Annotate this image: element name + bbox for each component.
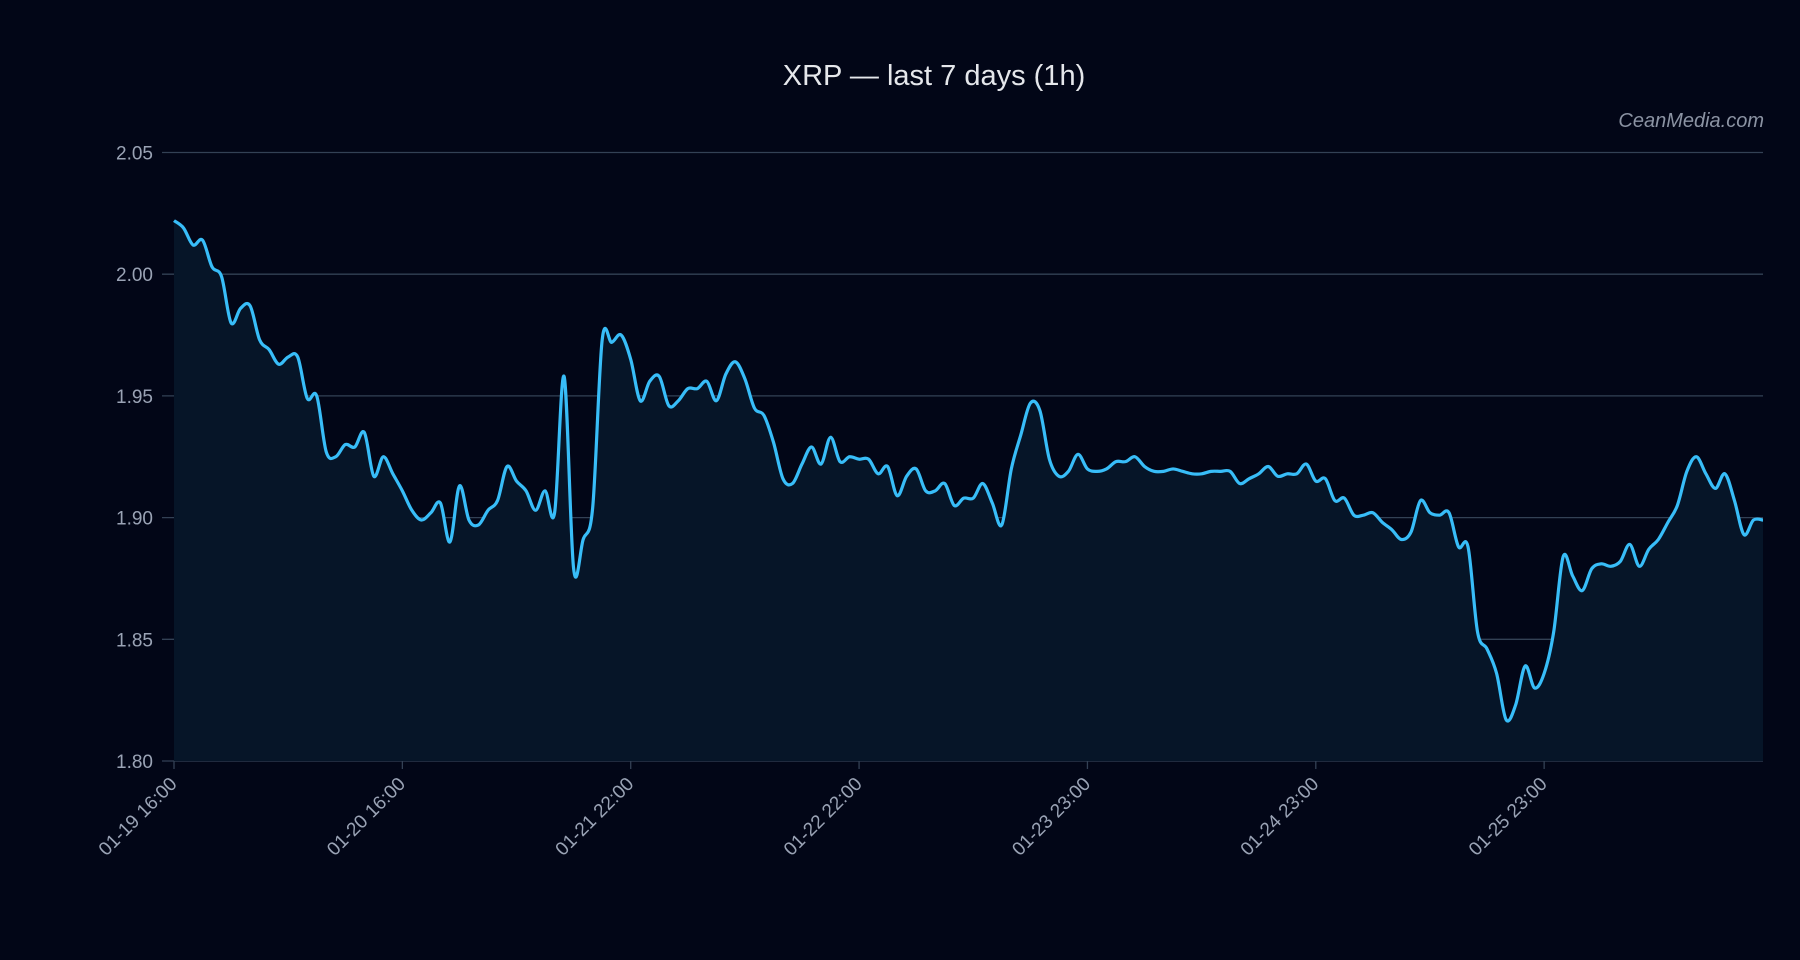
y-tick-label: 1.85: [116, 630, 153, 651]
watermark: CeanMedia.com: [1618, 110, 1764, 132]
y-tick-label: 1.95: [116, 387, 153, 408]
y-tick-label: 1.90: [116, 509, 153, 530]
area-fill: [174, 220, 1763, 762]
price-line: [173, 219, 1764, 723]
data-points: [173, 220, 1764, 720]
y-tick-label: 2.05: [116, 144, 153, 165]
chart-title: XRP — last 7 days (1h): [783, 60, 1085, 92]
y-axis: 1.80 1.85 1.90 1.95 2.00 2.05: [116, 144, 153, 774]
y-tick-label: 1.80: [116, 752, 153, 773]
y-tick-label: 2.00: [116, 265, 153, 286]
